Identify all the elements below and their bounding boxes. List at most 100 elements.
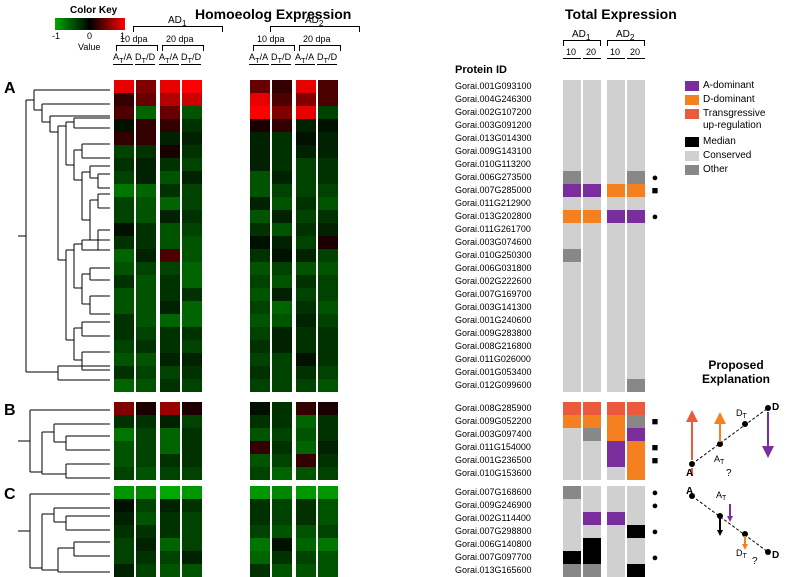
legend-A-dominant: A-dominant xyxy=(685,80,754,91)
diagram-B: A AT DT D ? xyxy=(680,398,790,480)
total-cell xyxy=(607,340,625,353)
total-cell xyxy=(607,512,625,525)
heatmap-cell xyxy=(136,197,156,210)
marker-col: ●●●● xyxy=(650,486,660,577)
total-cell xyxy=(627,525,645,538)
heatmap-col xyxy=(296,486,316,577)
heatmap-cell xyxy=(296,80,316,93)
heatmap-cell xyxy=(160,379,180,392)
heatmap-cell xyxy=(272,512,292,525)
heatmap-cell xyxy=(114,197,134,210)
total-cell xyxy=(563,236,581,249)
total-cell xyxy=(563,340,581,353)
heatmap-cell xyxy=(296,467,316,480)
protein-id: Gorai.013G014300 xyxy=(455,132,532,145)
heatmap-cell xyxy=(250,314,270,327)
protein-id: Gorai.001G236500 xyxy=(455,454,532,467)
protein-id: Gorai.009G143100 xyxy=(455,145,532,158)
total-cell xyxy=(607,80,625,93)
heatmap-cell xyxy=(182,184,202,197)
heatmap-cell xyxy=(318,327,338,340)
total-cell xyxy=(627,327,645,340)
protein-id: Gorai.007G168600 xyxy=(455,486,532,499)
heatmap-cell xyxy=(136,93,156,106)
total-cell xyxy=(583,106,601,119)
heatmap-cell xyxy=(272,366,292,379)
heatmap-cell xyxy=(250,132,270,145)
svg-text:DT: DT xyxy=(736,548,748,560)
heatmap-cell xyxy=(296,249,316,262)
heatmap-cell xyxy=(114,327,134,340)
heatmap-cell xyxy=(136,301,156,314)
heatmap-cell xyxy=(114,428,134,441)
color-key-gradient xyxy=(55,18,125,30)
marker-col: ●■● xyxy=(650,80,660,392)
heatmap-cell xyxy=(160,171,180,184)
legend-Conserved: Conserved xyxy=(685,150,751,161)
marker xyxy=(650,288,660,301)
heatmap-cell xyxy=(250,366,270,379)
heatmap-cell xyxy=(136,564,156,577)
marker xyxy=(650,353,660,366)
heatmap-cell xyxy=(182,171,202,184)
total-col-label: 10 xyxy=(610,47,620,57)
heatmap-cell xyxy=(114,145,134,158)
total-cell xyxy=(607,428,625,441)
heatmap-cell xyxy=(250,327,270,340)
color-key-tick-zero: 0 xyxy=(87,31,92,41)
heatmap-cell xyxy=(272,236,292,249)
marker xyxy=(650,314,660,327)
at-a-label: AT/A xyxy=(295,52,314,65)
heatmap-cell xyxy=(296,184,316,197)
heatmap-cell xyxy=(136,275,156,288)
heatmap-cell xyxy=(250,223,270,236)
protein-id: Gorai.003G074600 xyxy=(455,236,532,249)
heatmap-col xyxy=(318,486,338,577)
total-cell xyxy=(627,415,645,428)
heatmap-cell xyxy=(318,158,338,171)
heatmap-cell xyxy=(272,249,292,262)
heatmap-cell xyxy=(136,454,156,467)
heatmap-cell xyxy=(250,93,270,106)
protein-id: Gorai.001G240600 xyxy=(455,314,532,327)
total-cell xyxy=(607,499,625,512)
heatmap-cell xyxy=(296,402,316,415)
heatmap-cell xyxy=(250,441,270,454)
heatmap-cell xyxy=(250,145,270,158)
total-cell xyxy=(583,454,601,467)
heatmap-cell xyxy=(114,525,134,538)
total-cell xyxy=(627,262,645,275)
total-cell xyxy=(563,119,581,132)
protein-id: Gorai.003G097400 xyxy=(455,428,532,441)
svg-text:A: A xyxy=(686,468,693,479)
total-cell xyxy=(607,402,625,415)
total-cell xyxy=(627,314,645,327)
total-cell xyxy=(627,499,645,512)
total-cell xyxy=(583,171,601,184)
total-cell xyxy=(627,197,645,210)
total-cell xyxy=(563,249,581,262)
total-col-label: 10 xyxy=(566,47,576,57)
heatmap-cell xyxy=(136,467,156,480)
heatmap-cell xyxy=(272,93,292,106)
ad2-total-label: AD2 xyxy=(616,29,635,42)
legend-D-dominant: D-dominant xyxy=(685,94,755,105)
dpa10-2-bracket xyxy=(253,45,295,46)
total-cell xyxy=(583,415,601,428)
heatmap-cell xyxy=(318,145,338,158)
total-cell xyxy=(563,93,581,106)
total-cell xyxy=(607,249,625,262)
total-cell xyxy=(627,353,645,366)
heatmap-cell xyxy=(182,525,202,538)
heatmap-cell xyxy=(318,223,338,236)
heatmap-cell xyxy=(250,379,270,392)
total-cell xyxy=(563,499,581,512)
heatmap-cell xyxy=(182,499,202,512)
svg-text:D: D xyxy=(772,402,779,413)
panel-C-letter: C xyxy=(4,486,16,504)
total-cell xyxy=(583,145,601,158)
heatmap-cell xyxy=(114,275,134,288)
heatmap-cell xyxy=(182,275,202,288)
heatmap-cell xyxy=(182,262,202,275)
total-cell xyxy=(627,171,645,184)
